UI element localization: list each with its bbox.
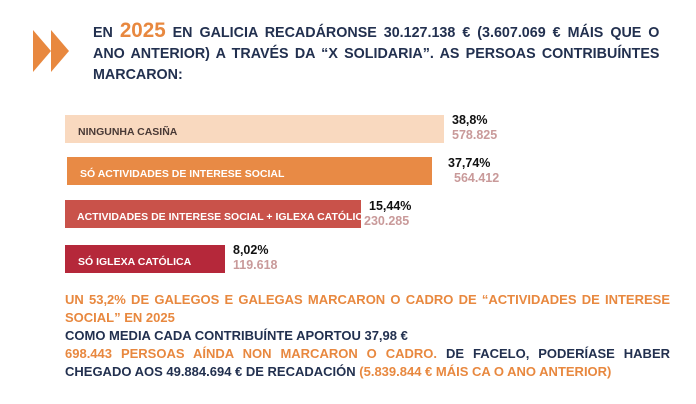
bar-data-label: 15,44% 230.285 <box>364 199 412 229</box>
bar-label: SÓ ACTIVIDADES DE INTERESE SOCIAL <box>80 168 285 180</box>
bar-so-iglexa: SÓ IGLEXA CATÓLICA <box>65 245 225 273</box>
summary-line-2: COMO MEDIA CADA CONTRIBUÍNTE APORTOU 37,… <box>65 328 408 343</box>
percent-label: 8,02% <box>233 243 269 257</box>
percent-label: 38,8% <box>452 113 488 127</box>
summary-line-1: UN 53,2% DE GALEGOS E GALEGAS MARCARON O… <box>65 292 670 325</box>
bar-label: SÓ IGLEXA CATÓLICA <box>78 256 192 268</box>
double-chevron-right-icon <box>33 30 69 72</box>
bar-label: NINGUNHA CASIÑA <box>78 126 178 138</box>
bar-actividades-iglexa: ACTIVIDADES DE INTERESE SOCIAL + IGLEXA … <box>65 200 371 228</box>
headline: EN 2025 EN GALICIA RECADÁRONSE 30.127.13… <box>93 19 660 83</box>
count-label: 578.825 <box>452 128 498 142</box>
bar-data-label: 38,8% 578.825 <box>452 113 497 143</box>
bar-ningunha-casina: NINGUNHA CASIÑA <box>65 115 444 143</box>
summary-text: UN 53,2% DE GALEGOS E GALEGAS MARCARON O… <box>65 291 670 381</box>
bar-data-label: 37,74% 564.412 <box>448 156 499 186</box>
count-label: 119.618 <box>233 258 278 272</box>
bar-so-actividades: SÓ ACTIVIDADES DE INTERESE SOCIAL <box>67 157 432 185</box>
bar-data-label: 8,02% 119.618 <box>233 243 278 273</box>
percent-label: 37,74% <box>448 156 491 170</box>
summary-line-3: 698.443 PERSOAS AÍNDA NON MARCARON O CAD… <box>65 346 671 379</box>
percent-label: 15,44% <box>369 199 412 213</box>
count-label: 230.285 <box>364 214 410 228</box>
bar-label: ACTIVIDADES DE INTERESE SOCIAL + IGLEXA … <box>77 211 371 223</box>
headline-year: 2025 <box>119 19 166 42</box>
count-label: 564.412 <box>454 171 500 185</box>
